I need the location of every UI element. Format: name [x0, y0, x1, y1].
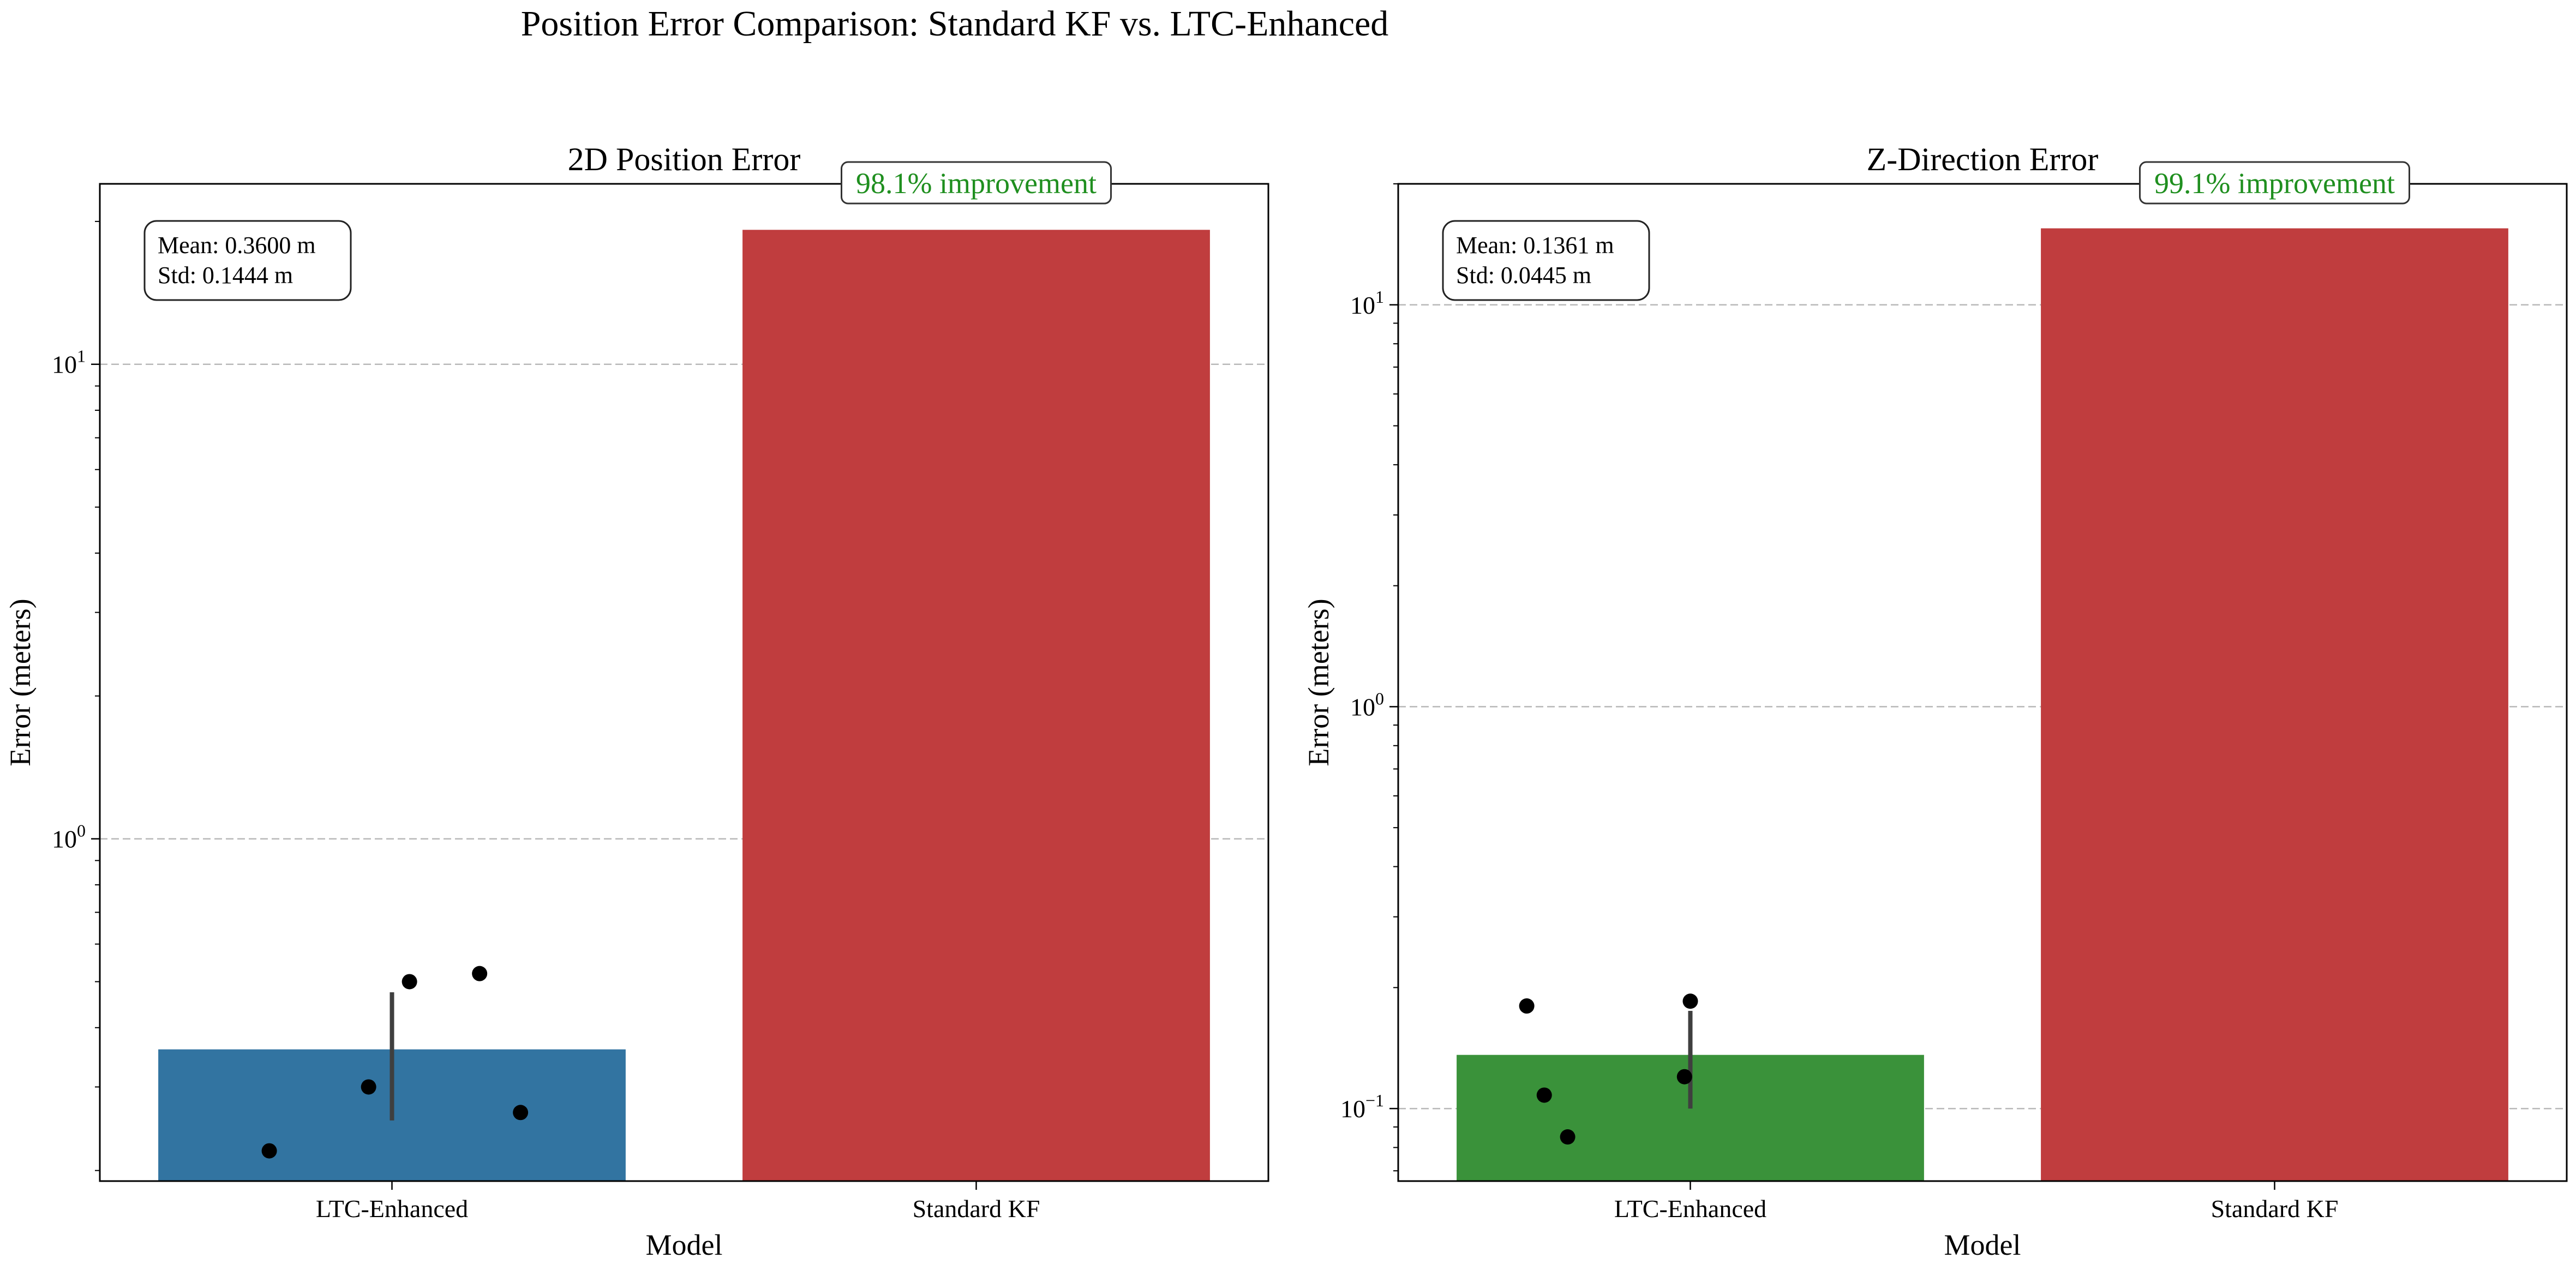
data-point — [361, 1079, 376, 1095]
y-tick-exponent: 1 — [1375, 287, 1384, 307]
stats-mean: Mean: 0.1361 m — [1456, 232, 1614, 259]
axes-frame — [1397, 183, 2568, 1182]
x-tick-label: Standard KF — [913, 1195, 1040, 1223]
axes-frame — [99, 183, 1269, 1182]
y-tick-base: 10 — [52, 351, 77, 379]
improvement-box — [2139, 161, 2410, 205]
chart-title: 2D Position Error — [568, 141, 801, 177]
y-tick-exponent: −1 — [1365, 1091, 1384, 1110]
y-tick-label: 100 — [1350, 688, 1384, 721]
data-point — [513, 1105, 529, 1121]
y-tick-label: 100 — [52, 821, 86, 853]
figure-title: Position Error Comparison: Standard KF v… — [521, 4, 1389, 44]
stats-mean: Mean: 0.3600 m — [158, 232, 316, 259]
x-tick-label: Standard KF — [2211, 1195, 2339, 1223]
data-point — [1536, 1087, 1552, 1103]
y-tick-label: 101 — [1350, 287, 1384, 319]
y-tick-exponent: 0 — [77, 821, 86, 841]
data-point — [261, 1143, 277, 1159]
stats-std: Std: 0.0445 m — [1456, 262, 1591, 289]
x-axis-label: Model — [646, 1229, 723, 1261]
y-axis-label: Error (meters) — [4, 598, 37, 766]
data-point — [1682, 993, 1698, 1009]
stats-std: Std: 0.1444 m — [158, 262, 293, 289]
stats-box — [143, 220, 352, 301]
improvement-label: 98.1% improvement — [856, 167, 1097, 200]
y-axis-label: Error (meters) — [1302, 598, 1335, 766]
stats-box — [1442, 220, 1650, 301]
improvement-label: 99.1% improvement — [2154, 167, 2395, 200]
y-tick-label: 101 — [52, 346, 86, 379]
bar-standard-kf — [742, 230, 1210, 1182]
y-tick-base: 10 — [1350, 291, 1375, 319]
data-point — [472, 966, 488, 981]
improvement-box — [841, 161, 1112, 205]
y-tick-base: 10 — [1340, 1095, 1365, 1123]
data-point — [1676, 1069, 1692, 1085]
x-axis-label: Model — [1944, 1229, 2021, 1261]
chart-title: Z-Direction Error — [1867, 141, 2099, 177]
x-tick-label: LTC-Enhanced — [1614, 1195, 1766, 1223]
x-tick-label: LTC-Enhanced — [316, 1195, 468, 1223]
y-tick-base: 10 — [52, 825, 77, 853]
data-point — [1560, 1129, 1575, 1145]
y-tick-base: 10 — [1350, 693, 1375, 721]
bar-standard-kf — [2041, 228, 2508, 1181]
data-point — [1519, 998, 1535, 1014]
y-tick-label: 10−1 — [1340, 1091, 1384, 1123]
y-tick-exponent: 1 — [77, 346, 86, 366]
y-tick-exponent: 0 — [1375, 688, 1384, 708]
data-point — [402, 974, 417, 990]
